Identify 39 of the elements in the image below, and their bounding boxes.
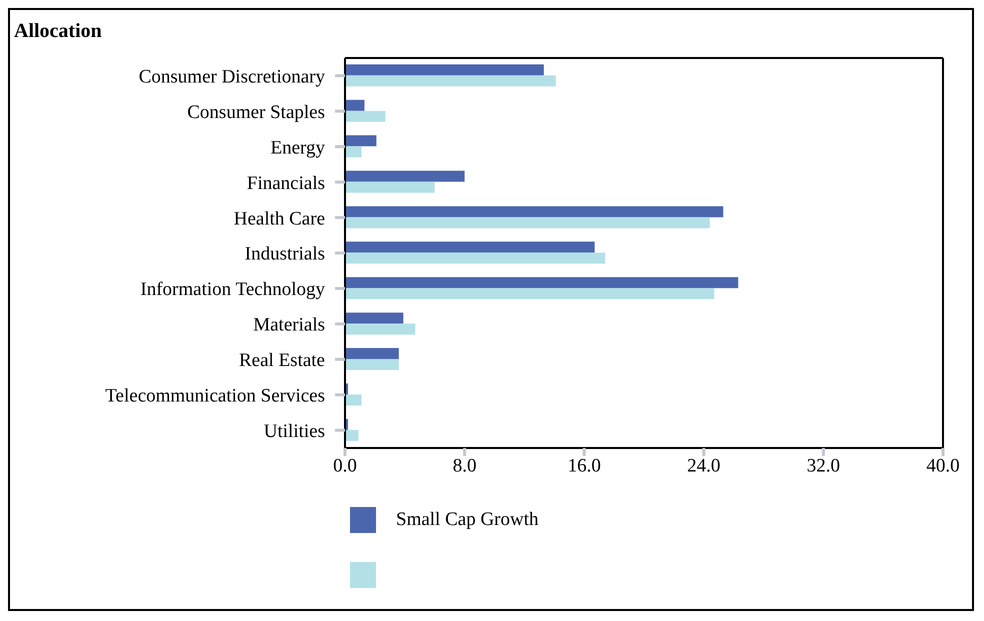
y-tick-label: Consumer Staples (187, 102, 325, 123)
legend-label: Small Cap Growth (396, 508, 538, 530)
bar (345, 170, 465, 182)
bar (345, 146, 362, 158)
bar (345, 359, 399, 370)
bar (345, 75, 556, 86)
y-tick-label: Industrials (244, 244, 325, 265)
y-tick-label: Consumer Discretionary (138, 66, 326, 88)
bar (345, 64, 544, 76)
x-tick-label: 0.0 (333, 455, 357, 476)
bar (345, 206, 724, 218)
bar (345, 110, 386, 122)
x-tick-label: 40.0 (926, 455, 960, 476)
x-tick-label: 32.0 (806, 455, 840, 476)
y-tick-label: Energy (270, 137, 326, 158)
bar (345, 135, 376, 146)
y-tick-label: Materials (253, 314, 325, 336)
x-tick-label: 16.0 (568, 455, 601, 476)
bar (345, 252, 606, 264)
bar (345, 312, 404, 324)
bar (345, 217, 710, 228)
y-tick-label: Telecommunication Services (105, 386, 325, 407)
text: Allocation (13, 19, 103, 43)
y-tick-label: Information Technology (140, 279, 326, 300)
y-tick-label: Health Care (234, 208, 325, 230)
bar (345, 242, 595, 253)
x-tick-label: 8.0 (452, 455, 476, 476)
bar (345, 182, 435, 193)
bar (345, 277, 738, 288)
bar (345, 288, 714, 300)
bar (345, 324, 416, 335)
y-tick-label: Real Estate (239, 350, 325, 372)
y-tick-label: Financials (246, 172, 325, 194)
y-tick-label: Utilities (264, 421, 325, 442)
bar (345, 348, 399, 360)
bar (345, 394, 362, 406)
bar (345, 430, 358, 441)
bar (345, 100, 364, 111)
x-tick-label: 24.0 (687, 455, 720, 476)
